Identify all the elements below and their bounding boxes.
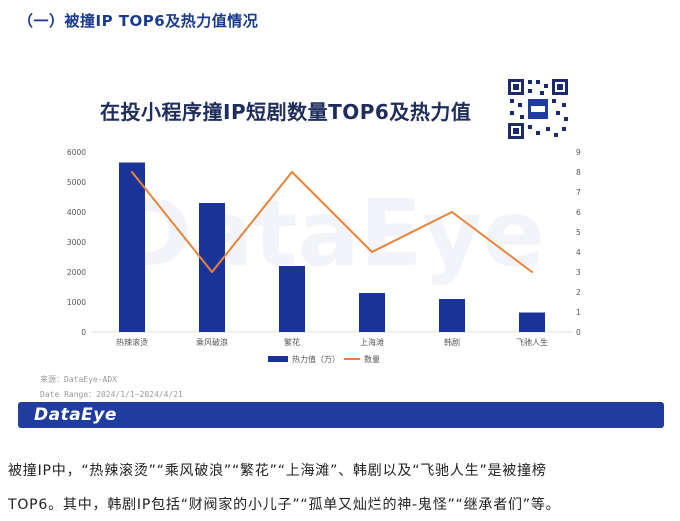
right-axis-tick-label: 2 (576, 288, 581, 297)
bar-2 (199, 203, 225, 332)
legend-line-label: 数量 (364, 354, 380, 364)
paragraph-line-1: 被撞IP中，“热辣滚烫”“乘风破浪”“繁花”“上海滩”、韩剧以及“飞驰人生”是被… (8, 463, 547, 479)
right-axis-tick-label: 4 (576, 248, 581, 257)
category-label: 韩剧 (444, 337, 460, 347)
line-point-3 (291, 171, 293, 173)
footer-logo: DataEye (34, 405, 117, 425)
left-axis-tick-label: 5000 (67, 178, 86, 187)
right-axis-tick-label: 7 (576, 188, 581, 197)
line-point-6 (531, 271, 533, 273)
right-axis-tick-label: 3 (576, 268, 581, 277)
right-axis-tick-label: 1 (576, 308, 581, 317)
line-point-2 (211, 271, 213, 273)
left-axis-tick-label: 1000 (67, 298, 86, 307)
category-label: 繁花 (284, 337, 300, 347)
bar-6 (519, 312, 545, 332)
left-axis-tick-label: 6000 (67, 148, 86, 157)
footer-banner: DataEye (18, 402, 664, 428)
right-axis-tick-label: 6 (576, 208, 581, 217)
category-label: 乘风破浪 (196, 337, 228, 347)
section-heading: （一）被撞IP TOP6及热力值情况 (18, 12, 259, 30)
left-axis-tick-label: 2000 (67, 268, 86, 277)
category-label: 热辣滚烫 (116, 337, 148, 347)
combo-chart: DataEye 0 1000 2000 3000 4000 5000 6000 0 1 2 3 4 5… (67, 148, 581, 364)
paragraph-line-2: TOP6。其中，韩剧IP包括“财阀家的小儿子”“孤单又灿烂的神-鬼怪”“继承者们… (8, 497, 561, 513)
right-axis-tick-label: 5 (576, 228, 581, 237)
left-axis-tick-label: 0 (81, 328, 86, 337)
left-axis-tick-label: 4000 (67, 208, 86, 217)
right-axis-tick-label: 0 (576, 328, 581, 337)
qr-code-icon (506, 77, 570, 141)
left-axis-tick-label: 3000 (67, 238, 86, 247)
category-label: 飞驰人生 (516, 337, 548, 347)
bar-4 (359, 293, 385, 332)
line-point-1 (131, 171, 133, 173)
bar-5 (439, 299, 465, 332)
line-point-4 (371, 251, 373, 253)
source-label: 来源：DataEye-ADX (40, 375, 117, 384)
line-point-5 (451, 211, 453, 213)
right-axis-tick-label: 9 (576, 148, 581, 157)
right-axis-tick-label: 8 (576, 168, 581, 177)
bar-1 (119, 162, 145, 332)
legend-bar-swatch (268, 356, 288, 362)
line-series-count (131, 171, 533, 273)
bar-3 (279, 266, 305, 332)
legend-bar-label: 热力值（万） (292, 354, 340, 364)
date-range-label: Date Range：2024/1/1~2024/4/21 (40, 390, 183, 399)
chart-title: 在投小程序撞IP短剧数量TOP6及热力值 (100, 100, 472, 124)
category-label: 上海滩 (360, 337, 384, 347)
watermark: DataEye (115, 180, 545, 287)
